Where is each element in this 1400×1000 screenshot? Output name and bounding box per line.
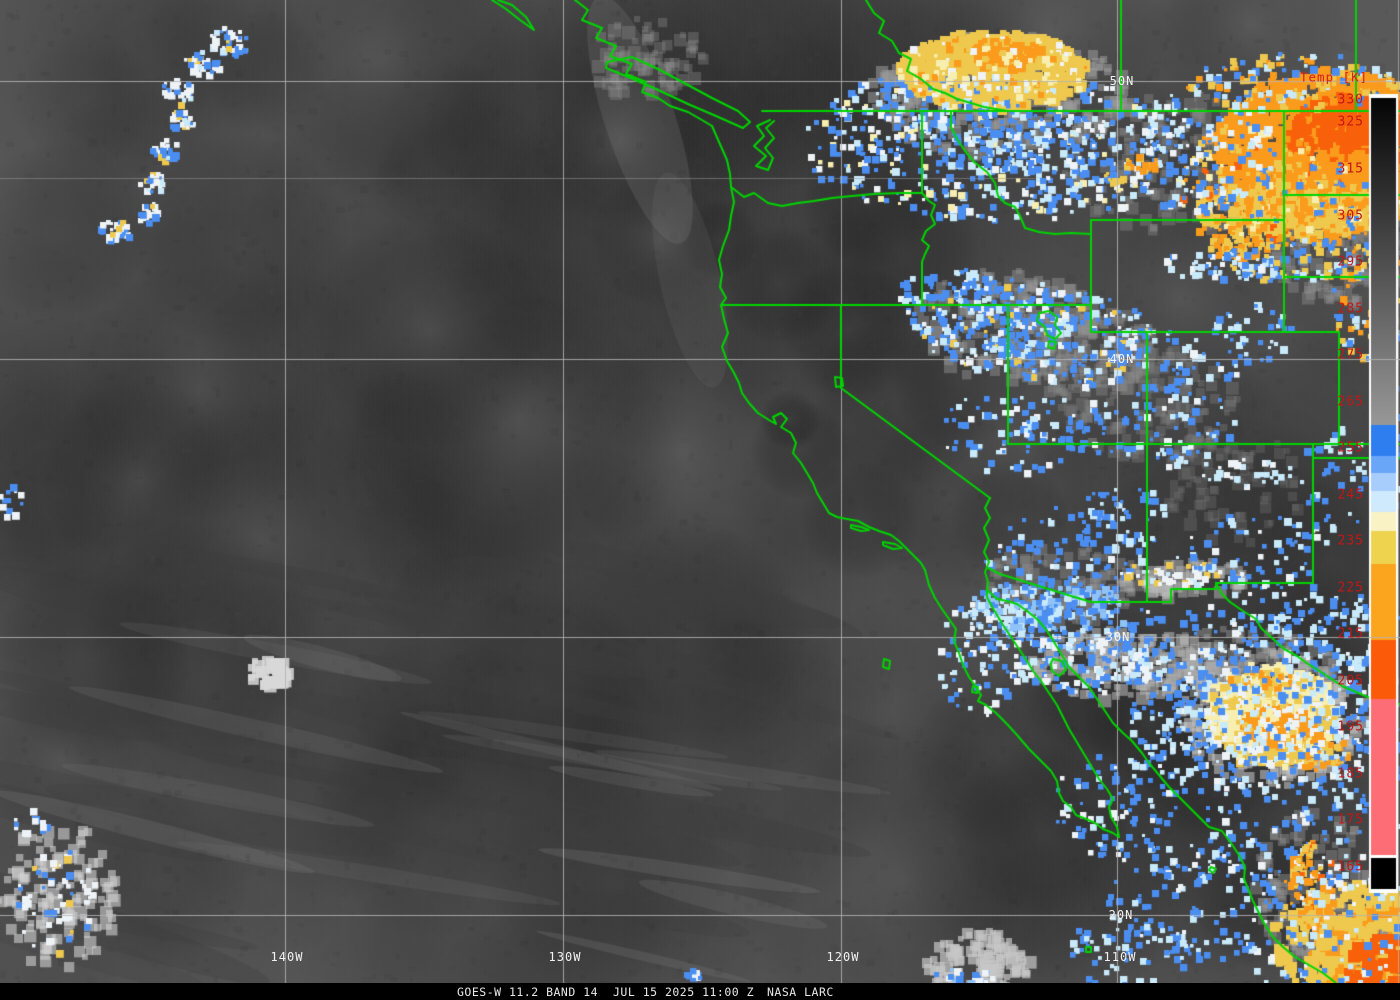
- longitude-label: 130W: [548, 950, 582, 964]
- colorbar-tick-label: 215: [1337, 626, 1364, 642]
- latitude-label: 20N: [1108, 908, 1134, 922]
- caption-datetime: JUL 15 2025 11:00 Z: [613, 985, 755, 999]
- latitude-label: 40N: [1109, 352, 1135, 366]
- caption-mission: GOES-W 11.2 BAND 14: [457, 985, 599, 999]
- colorbar-title: Temp [K]: [1300, 69, 1369, 85]
- colorbar-tick-label: 175: [1337, 812, 1364, 828]
- caption-bar: GOES-W 11.2 BAND 14 JUL 15 2025 11:00 Z …: [0, 983, 1400, 1000]
- colorbar-tick-label: 235: [1337, 533, 1364, 549]
- colorbar-tick-label: 255: [1337, 440, 1364, 456]
- colorbar-tick-label: 165: [1337, 859, 1364, 875]
- caption-credit: NASA LARC: [767, 985, 834, 999]
- colorbar-tick-label: 185: [1337, 766, 1364, 782]
- longitude-label: 140W: [270, 950, 304, 964]
- latitude-label: 30N: [1105, 630, 1131, 644]
- colorbar-tick-label: 325: [1337, 114, 1364, 130]
- colorbar-tick-label: 225: [1337, 580, 1364, 596]
- colorbar-tick-label: 315: [1337, 161, 1364, 177]
- colorbar-tick-label: 285: [1337, 301, 1364, 317]
- colorbar-tick-label: 305: [1337, 208, 1364, 224]
- colorbar-tick-label: 295: [1337, 254, 1364, 270]
- longitude-label: 110W: [1103, 950, 1137, 964]
- longitude-label: 120W: [826, 950, 860, 964]
- colorbar-tick-label: 265: [1337, 394, 1364, 410]
- colorbar-tick-label: 195: [1337, 719, 1364, 735]
- colorbar-tick-label: 275: [1337, 347, 1364, 363]
- colorbar-tick-label: 330: [1337, 92, 1364, 108]
- colorbar-tick-label: 205: [1337, 673, 1364, 689]
- latitude-label: 50N: [1109, 74, 1135, 88]
- colorbar-tick-label: 245: [1337, 487, 1364, 503]
